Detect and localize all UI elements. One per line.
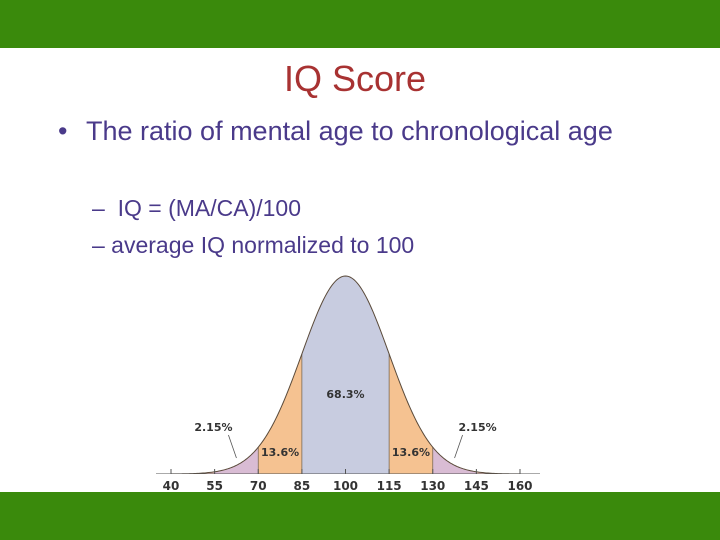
leader-right: [454, 434, 463, 459]
label-left-outer: 2.15%: [194, 421, 232, 434]
region-4: [432, 447, 477, 474]
bullet-text: The ratio of mental age to chronological…: [86, 116, 613, 146]
region-0: [301, 276, 390, 474]
region-3: [214, 447, 259, 474]
leader-left: [228, 434, 237, 459]
sub-item-formula: – IQ = (MA/CA)/100: [92, 195, 301, 221]
label-right-inner: 13.6%: [392, 446, 430, 459]
tick-label: 160: [507, 479, 532, 493]
tick-label: 145: [464, 479, 489, 493]
label-center: 68.3%: [326, 388, 364, 401]
bottom-banner: [0, 492, 720, 540]
tick-band: [156, 474, 540, 492]
tick-label: 55: [206, 479, 223, 493]
bullet-point: • The ratio of mental age to chronologic…: [58, 114, 658, 148]
top-banner: [0, 0, 720, 48]
label-right-outer: 2.15%: [458, 421, 496, 434]
slide-title: IQ Score: [283, 58, 427, 99]
tick-label: 85: [294, 479, 311, 493]
tick-label: 115: [377, 479, 402, 493]
iq-distribution-chart: 40 55 70 85 100 115 130 145 160 68.3% 13.6% 13.6% 2…: [156, 275, 540, 493]
tick-label: 130: [420, 479, 445, 493]
label-left-inner: 13.6%: [261, 446, 299, 459]
tick-label: 70: [250, 479, 267, 493]
sub-item-normalized: – average IQ normalized to 100: [92, 232, 415, 258]
tick-label: 100: [333, 479, 358, 493]
bullet-marker: •: [58, 116, 68, 146]
tick-label: 40: [163, 479, 180, 493]
